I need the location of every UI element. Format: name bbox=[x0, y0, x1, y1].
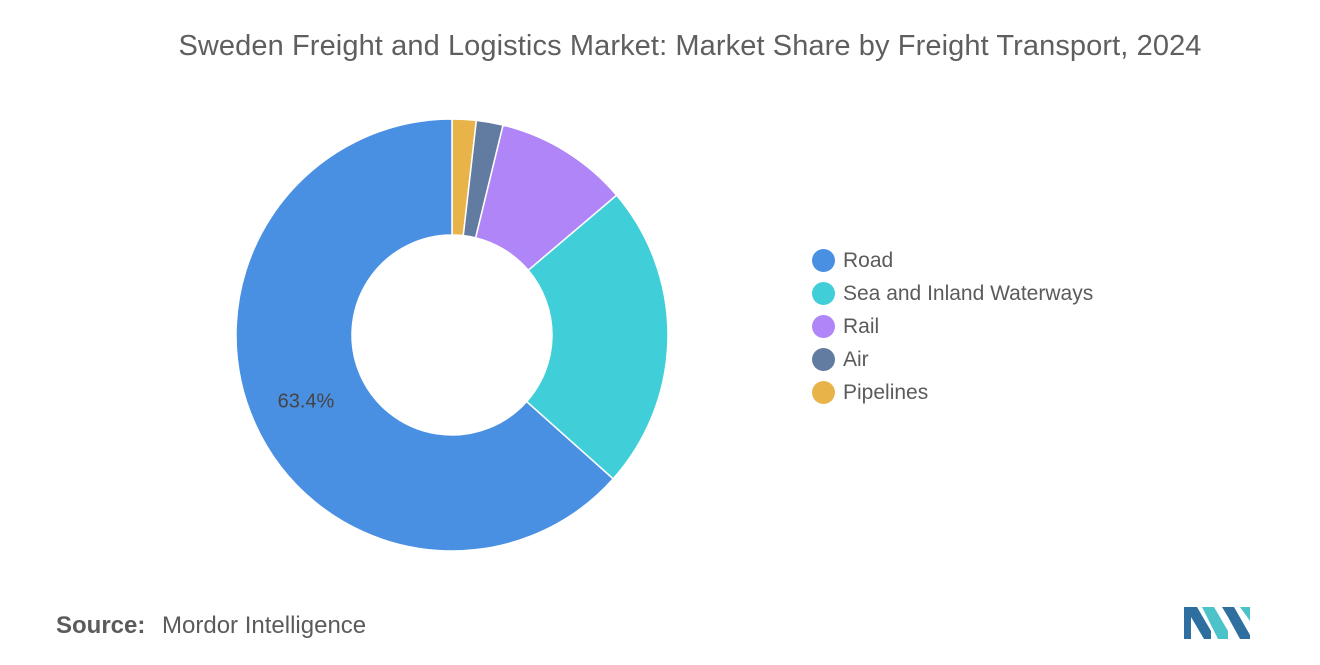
legend-swatch bbox=[812, 315, 835, 338]
legend-swatch bbox=[812, 249, 835, 272]
logo-shape-tail bbox=[1240, 607, 1250, 621]
chart-legend: Road Sea and Inland Waterways Rail Air Pipel… bbox=[812, 244, 1093, 409]
chart-title: Sweden Freight and Logistics Market: Mar… bbox=[178, 30, 1202, 62]
legend-item-rail: Rail bbox=[812, 310, 1093, 343]
legend-label: Pipelines bbox=[843, 380, 929, 404]
mordor-intelligence-logo-icon bbox=[1184, 607, 1250, 639]
legend-label: Road bbox=[843, 248, 894, 272]
data-label-road: 63.4% bbox=[278, 390, 335, 412]
source-label: Source: bbox=[56, 612, 146, 639]
legend-swatch bbox=[812, 348, 835, 371]
logo-shape-left bbox=[1184, 607, 1211, 639]
legend-label: Sea and Inland Waterways bbox=[843, 281, 1094, 305]
legend-swatch bbox=[812, 381, 835, 404]
legend-label: Rail bbox=[843, 314, 880, 338]
legend-item-sea-and-inland-waterways: Sea and Inland Waterways bbox=[812, 277, 1093, 310]
legend-swatch bbox=[812, 282, 835, 305]
source-value: Mordor Intelligence bbox=[162, 612, 367, 639]
legend-label: Air bbox=[843, 347, 869, 371]
source-line: Source: Mordor Intelligence bbox=[56, 612, 366, 640]
legend-item-pipelines: Pipelines bbox=[812, 376, 1093, 409]
slice-sea-and-inland-waterways bbox=[525, 194, 669, 480]
legend-item-air: Air bbox=[812, 343, 1093, 376]
logo-shape-right bbox=[1222, 607, 1250, 639]
legend-item-road: Road bbox=[812, 244, 1093, 277]
logo-shape-mid bbox=[1202, 607, 1228, 639]
slice-road bbox=[235, 118, 615, 552]
